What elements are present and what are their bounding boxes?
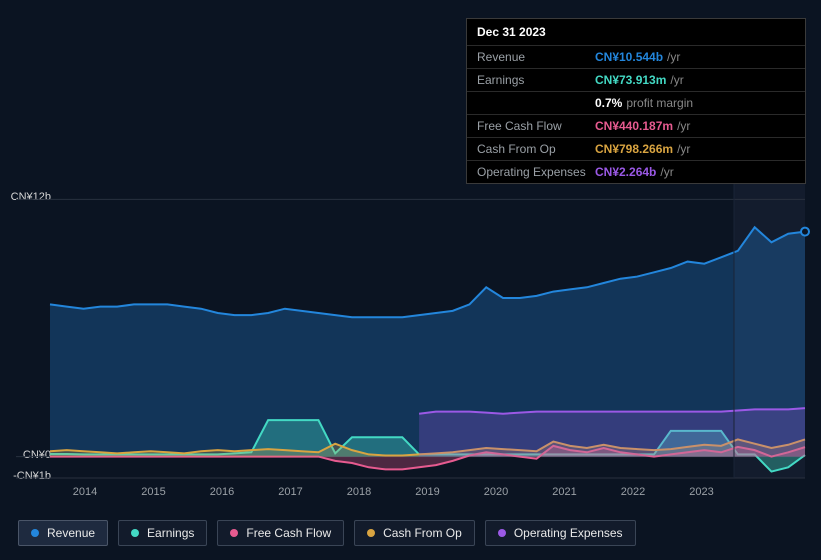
tooltip-row-value: CN¥2.264b	[595, 165, 656, 179]
legend-dot-icon	[31, 529, 39, 537]
x-axis-tick: 2015	[141, 486, 165, 498]
legend-dot-icon	[367, 529, 375, 537]
legend-item-label: Cash From Op	[383, 526, 462, 540]
chart-legend: Revenue Earnings Free Cash Flow Cash From O…	[18, 520, 636, 546]
legend-item-label: Free Cash Flow	[246, 526, 331, 540]
legend-dot-icon	[230, 529, 238, 537]
tooltip-row-unit: /yr	[677, 142, 690, 156]
tooltip-row-label: Earnings	[477, 73, 595, 87]
tooltip-row-label: Free Cash Flow	[477, 119, 595, 133]
tooltip-row-unit: /yr	[667, 50, 680, 64]
x-axis-tick: 2019	[415, 486, 439, 498]
legend-item-earnings[interactable]: Earnings	[118, 520, 207, 546]
chart-tooltip: Dec 31 2023 RevenueCN¥10.544b/yrEarnings…	[466, 18, 806, 184]
legend-item-label: Operating Expenses	[514, 526, 623, 540]
legend-item-operating-expenses[interactable]: Operating Expenses	[485, 520, 636, 546]
tooltip-row-value: CN¥10.544b	[595, 50, 663, 64]
legend-item-label: Revenue	[47, 526, 95, 540]
legend-item-label: Earnings	[147, 526, 194, 540]
x-axis-tick: 2017	[278, 486, 302, 498]
tooltip-row: Operating ExpensesCN¥2.264b/yr	[467, 161, 805, 183]
tooltip-date: Dec 31 2023	[467, 19, 805, 46]
tooltip-row-label: Cash From Op	[477, 142, 595, 156]
x-axis-tick: 2022	[621, 486, 645, 498]
legend-item-cash-from-op[interactable]: Cash From Op	[354, 520, 475, 546]
tooltip-row: Free Cash FlowCN¥440.187m/yr	[467, 115, 805, 138]
tooltip-row-value: CN¥73.913m	[595, 73, 666, 87]
legend-dot-icon	[131, 529, 139, 537]
x-axis-tick: 2014	[73, 486, 97, 498]
tooltip-row-label: Revenue	[477, 50, 595, 64]
tooltip-row-unit: /yr	[677, 119, 690, 133]
x-axis-tick: 2023	[689, 486, 713, 498]
tooltip-row-unit: /yr	[660, 165, 673, 179]
tooltip-row-unit: /yr	[670, 73, 683, 87]
tooltip-row: 0.7% profit margin	[467, 92, 805, 115]
legend-dot-icon	[498, 529, 506, 537]
legend-item-revenue[interactable]: Revenue	[18, 520, 108, 546]
x-axis-tick: 2021	[552, 486, 576, 498]
x-axis-tick: 2018	[347, 486, 371, 498]
tooltip-row-label: Operating Expenses	[477, 165, 595, 179]
tooltip-row-unit: profit margin	[626, 96, 693, 110]
tooltip-row: RevenueCN¥10.544b/yr	[467, 46, 805, 69]
tooltip-row: EarningsCN¥73.913m/yr	[467, 69, 805, 92]
tooltip-row-label	[477, 96, 595, 110]
legend-item-free-cash-flow[interactable]: Free Cash Flow	[217, 520, 344, 546]
tooltip-row: Cash From OpCN¥798.266m/yr	[467, 138, 805, 161]
tooltip-row-value: 0.7%	[595, 96, 622, 110]
tooltip-row-value: CN¥440.187m	[595, 119, 673, 133]
x-axis-tick: 2020	[484, 486, 508, 498]
x-axis-tick: 2016	[210, 486, 234, 498]
tooltip-row-value: CN¥798.266m	[595, 142, 673, 156]
